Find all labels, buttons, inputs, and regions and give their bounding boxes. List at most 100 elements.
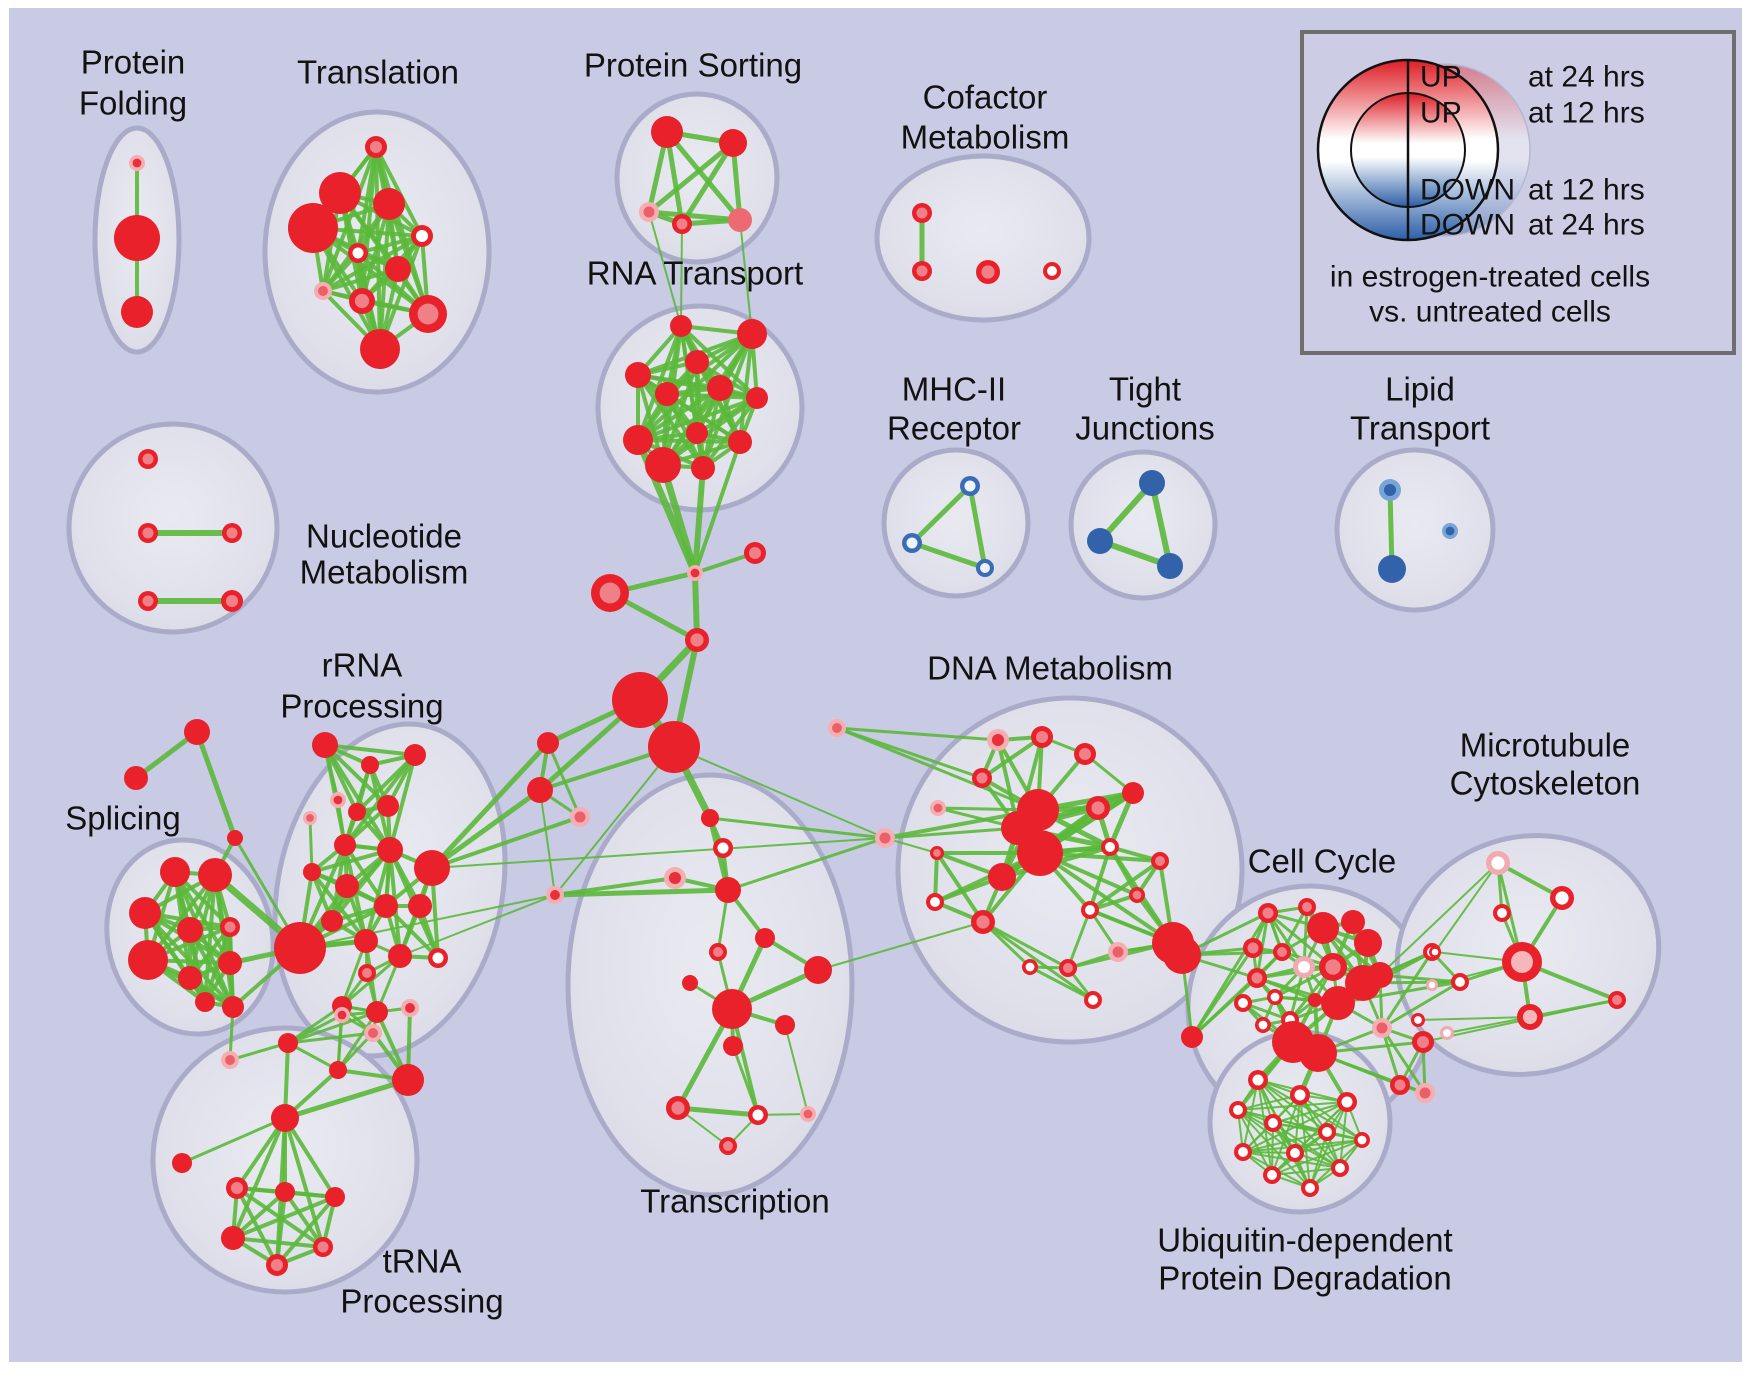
cluster-label-microtubule-cytoskeleton-line-1: Microtubule: [1460, 727, 1631, 764]
network-node-d17-center: [1085, 905, 1095, 915]
network-node-r16: [354, 929, 378, 953]
network-edge: [356, 234, 424, 255]
network-node-mt8-center: [1522, 1009, 1538, 1025]
cluster-label-rrna-processing-line-2: Processing: [280, 688, 443, 725]
cluster-label-nucleotide-metabolism-line-1: Nucleotide: [306, 518, 462, 555]
network-node-ps1: [651, 116, 683, 148]
cluster-ellipse-transcription: [565, 772, 855, 1198]
network-node-cc26-center: [1419, 1087, 1431, 1099]
network-node-t3: [373, 188, 405, 220]
network-edge: [835, 726, 1000, 742]
cluster-label-rna-transport: RNA Transport: [587, 255, 803, 292]
network-node-r7: [377, 795, 399, 817]
network-edge: [1271, 1139, 1363, 1176]
network-edge: [646, 140, 736, 215]
network-node-tn4: [275, 1182, 295, 1202]
network-node-tj1: [1139, 470, 1165, 496]
network-edge: [981, 920, 1095, 1002]
network-node-d5-center: [933, 803, 943, 813]
network-node-t8-center: [318, 286, 328, 296]
network-edge: [235, 1116, 287, 1190]
network-node-cm1-center: [916, 207, 928, 219]
network-node-ch1-center: [690, 568, 700, 578]
network-node-tr12-center: [671, 1101, 685, 1115]
network-node-u12-center: [1305, 1183, 1315, 1193]
legend: UP at 24 hrs UP at 12 hrs DOWN at 12 hrs…: [1300, 30, 1736, 355]
network-edge: [384, 904, 440, 960]
network-node-tj2: [1087, 528, 1113, 554]
cluster-label-lipid-transport-line-1: Lipid: [1385, 371, 1455, 408]
network-node-r5-center: [306, 814, 314, 822]
network-edge: [935, 851, 985, 924]
network-node-s7: [178, 966, 202, 990]
network-edge: [282, 1077, 411, 1121]
legend-up-24-label: UP: [1420, 61, 1462, 94]
network-edge: [1237, 1109, 1341, 1169]
network-edge: [388, 753, 417, 852]
network-node-cc24-center: [1416, 1035, 1430, 1049]
network-node-rt7: [746, 387, 768, 409]
network-node-mt4-center: [1511, 951, 1533, 973]
legend-note-line-1: in estrogen-treated cells: [1330, 261, 1650, 294]
network-node-rt2: [737, 319, 767, 349]
cluster-label-splicing: Splicing: [65, 800, 181, 837]
cluster-ellipse-mhc-ii-receptor: [881, 447, 1031, 599]
network-edge: [308, 816, 314, 874]
network-edge: [552, 887, 731, 898]
network-node-rt11: [645, 447, 681, 483]
network-edge: [664, 129, 743, 223]
cluster-label-tight-junctions-line-2: Junctions: [1075, 410, 1214, 447]
network-edge: [275, 1195, 337, 1267]
network-node-pf2: [114, 215, 160, 261]
network-node-u2-center: [1294, 1089, 1306, 1101]
network-edge: [1380, 1026, 1427, 1095]
network-node-nm1-center: [142, 453, 154, 465]
network-edge: [636, 324, 683, 442]
network-node-r6: [348, 803, 366, 821]
network-edge: [429, 787, 543, 871]
network-node-mt5-center: [1431, 948, 1439, 956]
network-edge: [431, 837, 886, 869]
network-node-tr6-center: [713, 947, 723, 957]
network-node-tr10: [775, 1015, 795, 1035]
network-node-tr1: [701, 809, 719, 827]
network-node-d3-center: [1078, 747, 1092, 761]
network-node-b4-center: [368, 1028, 378, 1038]
network-edge: [286, 1013, 344, 1045]
network-node-ps5: [728, 208, 752, 232]
network-node-tr13-center: [752, 1109, 764, 1121]
network-edge: [1380, 950, 1434, 1030]
network-node-cc3-center: [1302, 902, 1312, 912]
network-node-t7: [385, 256, 411, 282]
network-node-d13-center: [1155, 856, 1165, 866]
network-edge: [429, 740, 551, 871]
cluster-label-rrna-processing-line-1: rRNA: [322, 647, 403, 684]
network-node-d19-center: [1025, 962, 1035, 972]
network-edge: [539, 789, 556, 896]
network-node-tr15-center: [723, 1141, 733, 1151]
network-node-ch4-center: [690, 633, 704, 647]
network-edge: [967, 483, 988, 571]
network-node-u11-center: [1267, 1170, 1277, 1180]
network-node-lt1-center: [1383, 483, 1397, 497]
network-edge: [1309, 1101, 1348, 1189]
network-node-tn8-center: [317, 1241, 329, 1253]
network-node-mt10-center: [1443, 1029, 1451, 1037]
network-node-s3: [129, 897, 161, 929]
network-node-cc18: [1308, 993, 1322, 1007]
network-edge: [1028, 965, 1095, 1002]
cluster-label-dna-metabolism: DNA Metabolism: [927, 650, 1173, 687]
network-node-md3-center: [574, 811, 586, 823]
network-edge: [321, 267, 400, 293]
network-edge: [387, 202, 430, 316]
network-node-t2: [319, 172, 361, 214]
network-node-h1: [612, 672, 668, 728]
network-node-b6-center: [337, 1010, 347, 1020]
network-edge: [1190, 976, 1259, 1039]
cluster-label-microtubule-cytoskeleton-line-2: Cytoskeleton: [1450, 765, 1641, 802]
network-node-nm3-center: [226, 527, 238, 539]
network-edge: [636, 386, 722, 442]
network-node-rt12: [691, 456, 715, 480]
network-node-cc8-center: [1277, 947, 1287, 957]
